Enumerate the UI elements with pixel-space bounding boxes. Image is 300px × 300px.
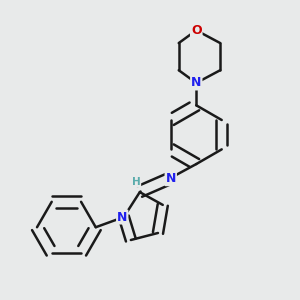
Text: O: O	[191, 24, 202, 37]
Text: N: N	[166, 172, 176, 185]
Text: N: N	[117, 211, 128, 224]
Text: H: H	[132, 177, 140, 187]
Text: N: N	[191, 76, 202, 89]
